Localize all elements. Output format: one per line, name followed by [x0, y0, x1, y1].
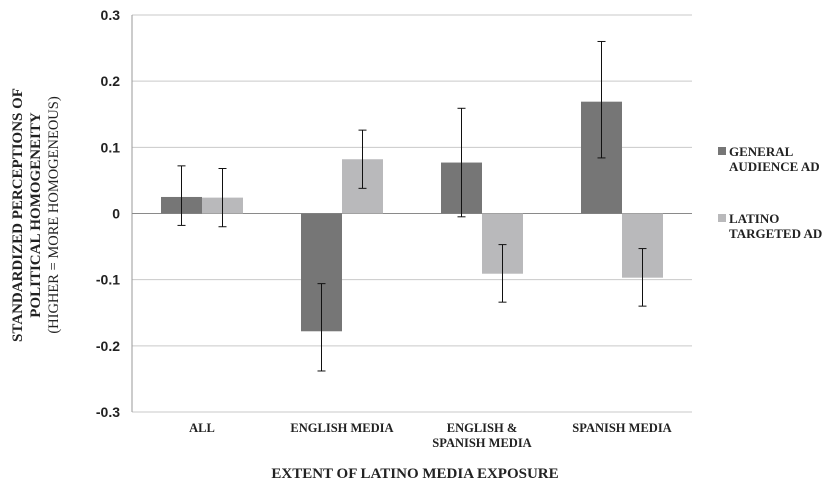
x-axis-ticks: ALL ENGLISH MEDIA ENGLISH & SPANISH MEDIASP…: [189, 421, 672, 450]
legend: GENERAL AUDIENCE AD LATINO TARGETED AD: [718, 144, 822, 241]
y-tick-label: 0.2: [101, 73, 121, 89]
x-tick-label: ENGLISH MEDIA: [290, 421, 393, 435]
legend-swatch: [718, 147, 726, 155]
bars: [161, 101, 663, 332]
y-axis-title-line: (HIGHER = MORE HOMOGENEOUS): [46, 96, 62, 334]
y-tick-label: 0: [112, 206, 120, 222]
legend-swatch: [718, 214, 726, 222]
error-bar: [498, 244, 507, 303]
error-bar: [218, 168, 227, 228]
y-axis-ticks: 0.3 0.2 0.1 0 -0.1 -0.2 -0.3: [96, 7, 120, 420]
error-bar: [638, 248, 647, 307]
x-tick-label-line: SPANISH MEDIA: [572, 421, 671, 435]
x-tick-label-line: SPANISH MEDIA: [432, 436, 531, 450]
y-axis-title: STANDARDIZED PERCEPTIONS OF POLITICAL HOM…: [10, 88, 62, 342]
y-tick-label: 0.1: [101, 139, 121, 155]
x-axis-title: EXTENT OF LATINO MEDIA EXPOSURE: [271, 466, 558, 482]
x-tick-label-line: ENGLISH MEDIA: [290, 421, 393, 435]
y-tick-label: -0.1: [96, 272, 120, 288]
legend-label-line: AUDIENCE AD: [729, 159, 820, 174]
x-tick-label-line: ENGLISH &: [447, 421, 518, 435]
legend-label-line: TARGETED AD: [729, 226, 822, 241]
y-axis-title-line: POLITICAL HOMOGENEITY: [28, 112, 44, 318]
legend-label: LATINO TARGETED AD: [729, 211, 822, 241]
error-bar: [317, 283, 326, 372]
legend-label: GENERAL AUDIENCE AD: [729, 144, 820, 174]
legend-label-line: GENERAL: [729, 144, 794, 159]
error-bar: [177, 165, 186, 226]
error-bar: [597, 40, 606, 159]
x-tick-label: ALL: [189, 421, 215, 435]
x-tick-label: SPANISH MEDIA: [572, 421, 671, 435]
legend-item: GENERAL AUDIENCE AD: [718, 144, 820, 174]
x-tick-label: ENGLISH & SPANISH MEDIA: [432, 421, 531, 450]
error-bar: [457, 107, 466, 218]
y-tick-label: 0.3: [101, 7, 121, 23]
x-tick-label-line: ALL: [189, 421, 215, 435]
y-axis-title-line: STANDARDIZED PERCEPTIONS OF: [10, 88, 26, 342]
y-tick-label: -0.3: [96, 404, 120, 420]
y-tick-label: -0.2: [96, 338, 120, 354]
legend-label-line: LATINO: [729, 211, 779, 226]
error-bars: [177, 40, 647, 372]
legend-item: LATINO TARGETED AD: [718, 211, 822, 241]
error-bar: [358, 129, 367, 189]
